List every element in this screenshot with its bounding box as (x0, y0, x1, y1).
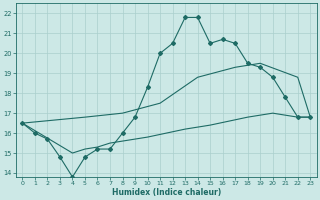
X-axis label: Humidex (Indice chaleur): Humidex (Indice chaleur) (112, 188, 221, 197)
